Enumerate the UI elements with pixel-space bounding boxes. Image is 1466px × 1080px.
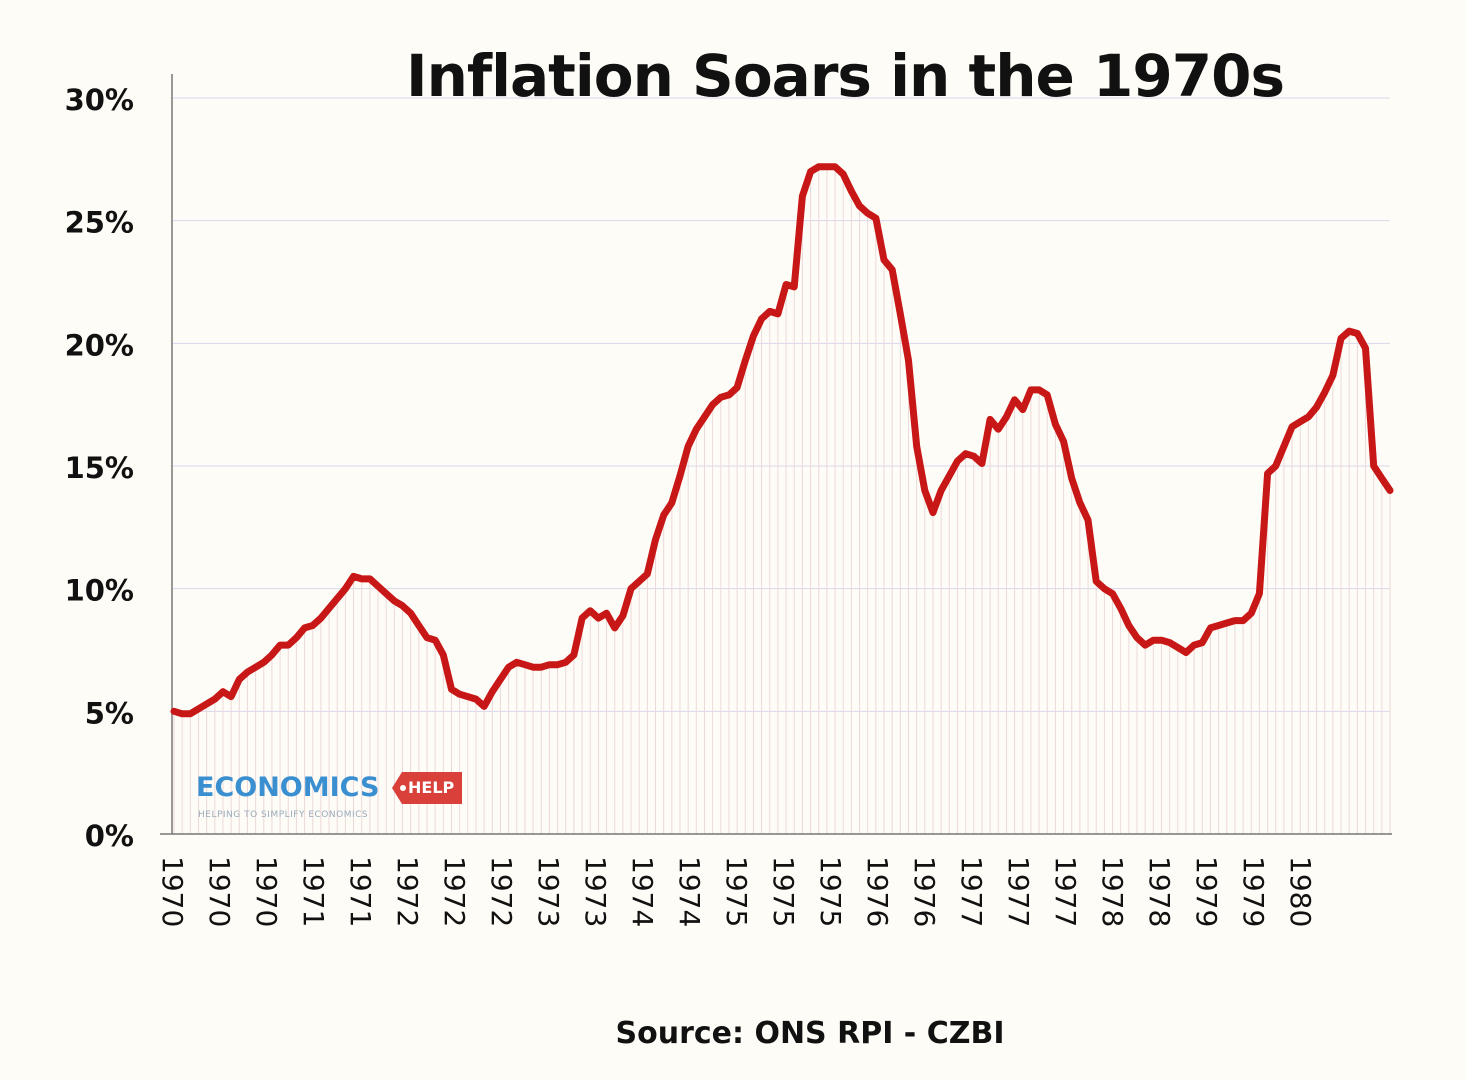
x-tick-label: 1977	[955, 856, 988, 927]
x-tick-label: 1970	[250, 856, 283, 927]
y-tick-label: 25%	[65, 206, 134, 240]
x-tick-labels: 1970 1970 1970 1971 1971 1972 1972 1972 1973 1973…	[156, 856, 1317, 927]
economics-help-logo: ECONOMICS HELP HELPING TO SIMPLIFY ECONO…	[196, 764, 466, 824]
x-tick-label: 1975	[767, 856, 800, 927]
x-tick-label: 1976	[908, 856, 941, 927]
y-tick-label: 15%	[65, 451, 134, 485]
x-tick-label: 1972	[485, 856, 518, 927]
x-tick-label: 1973	[579, 856, 612, 927]
x-tick-label: 1974	[626, 856, 659, 927]
y-tick-labels: 0% 5% 10% 15% 20% 25% 30%	[65, 83, 134, 853]
y-tick-label: 5%	[85, 696, 134, 730]
y-tick-label: 20%	[65, 328, 134, 362]
source-note: Source: ONS RPI - CZBI	[615, 1016, 1005, 1051]
x-tick-label: 1978	[1096, 856, 1129, 927]
axes	[160, 74, 1392, 835]
x-tick-label: 1977	[1049, 856, 1082, 927]
inflation-line	[170, 163, 1394, 718]
x-tick-label: 1980	[1284, 856, 1317, 927]
logo-tagline: HELPING TO SIMPLIFY ECONOMICS	[198, 810, 369, 820]
x-tick-label: 1971	[344, 856, 377, 927]
x-tick-label: 1972	[438, 856, 471, 927]
grid-lines	[172, 97, 1390, 712]
x-tick-label: 1976	[861, 856, 894, 927]
x-tick-label: 1970	[156, 856, 189, 927]
logo-name: ECONOMICS	[196, 772, 380, 803]
logo-dot-icon	[400, 785, 406, 791]
x-tick-label: 1972	[391, 856, 424, 927]
x-tick-label: 1979	[1190, 856, 1223, 927]
x-tick-label: 1974	[673, 856, 706, 927]
logo-tag-text: HELP	[408, 778, 455, 797]
y-tick-label: 0%	[85, 819, 134, 853]
x-tick-label: 1975	[814, 856, 847, 927]
x-tick-label: 1971	[297, 856, 330, 927]
y-tick-label: 10%	[65, 574, 134, 608]
series-line	[170, 163, 1394, 718]
x-tick-label: 1977	[1002, 856, 1035, 927]
area-hatching	[173, 166, 1391, 834]
y-tick-label: 30%	[65, 83, 134, 117]
x-tick-label: 1970	[203, 856, 236, 927]
chart-title: Inflation Soars in the 1970s	[406, 42, 1285, 110]
x-tick-label: 1979	[1237, 856, 1270, 927]
x-tick-label: 1973	[532, 856, 565, 927]
logo-tag: HELP	[392, 772, 463, 804]
x-tick-label: 1975	[720, 856, 753, 927]
x-tick-label: 1978	[1143, 856, 1176, 927]
